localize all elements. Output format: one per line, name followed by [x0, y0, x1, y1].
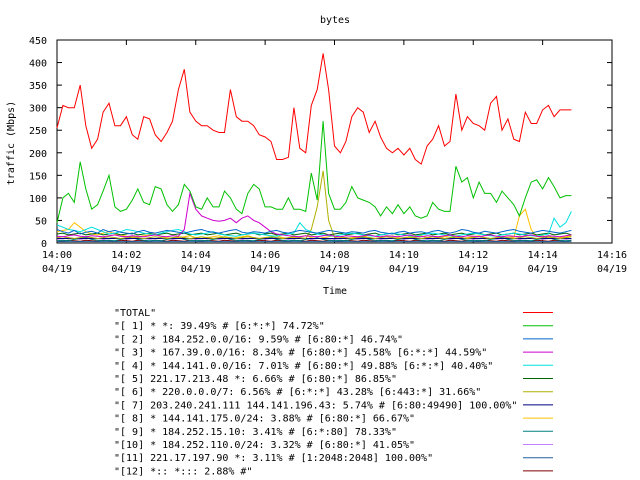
legend-label: "[ 8] * 144.141.175.0/24: 3.88% # [6:80:…	[114, 414, 415, 425]
x-tick-time: 14:04	[181, 250, 211, 261]
x-tick-time: 14:14	[528, 250, 558, 261]
legend-label: "[ 2] * 184.252.0.0/16: 9.59% # [6:80:*]…	[114, 334, 403, 345]
legend-label: "[12] *:: *::: 2.88% #"	[114, 466, 252, 477]
legend-label: "[ 9] * 184.252.15.10: 3.41% # [6:*:80] …	[114, 427, 397, 438]
x-tick-time: 14:02	[111, 250, 141, 261]
series-line	[56, 170, 572, 240]
legend-label: "[11] 221.17.197.90 *: 3.11% # [1:2048:2…	[114, 453, 433, 464]
x-tick-date: 04/19	[389, 264, 419, 275]
x-tick-time: 14:16	[597, 250, 627, 261]
x-tick-time: 14:10	[389, 250, 419, 261]
legend-label: "[ 3] * 167.39.0.0/16: 8.34% # [6:80:*] …	[114, 348, 487, 359]
legend-label: "[ 4] * 144.141.0.0/16: 7.01% # [6:80:*]…	[114, 361, 493, 372]
x-tick-date: 04/19	[181, 264, 211, 275]
x-tick-date: 04/19	[528, 264, 558, 275]
y-tick-label: 200	[29, 149, 47, 160]
x-tick-date: 04/19	[597, 264, 627, 275]
x-axis-label: Time	[323, 286, 347, 297]
x-tick-time: 14:06	[250, 250, 280, 261]
x-tick-time: 14:12	[458, 250, 488, 261]
y-tick-label: 350	[29, 81, 47, 92]
series-line	[56, 191, 572, 238]
chart-title: bytes	[320, 15, 350, 26]
x-tick-date: 04/19	[250, 264, 280, 275]
legend-label: "[ 7] 203.240.241.111 144.141.196.43: 5.…	[114, 400, 517, 411]
series-line	[56, 53, 572, 165]
y-axis-label: traffic (Mbps)	[6, 101, 17, 185]
series-line	[56, 228, 572, 235]
series-line	[56, 121, 572, 223]
legend-label: "[ 6] * 220.0.0.0/7: 6.56% # [6:*:*] 43.…	[114, 387, 481, 398]
y-tick-label: 100	[29, 194, 47, 205]
y-tick-label: 0	[41, 239, 47, 250]
legend-label: "[ 5] 221.17.213.48 *: 6.66% # [6:80:*] …	[114, 374, 397, 385]
x-tick-date: 04/19	[42, 264, 72, 275]
x-tick-time: 14:08	[319, 250, 349, 261]
x-tick-time: 14:00	[42, 250, 72, 261]
series-line	[56, 239, 572, 242]
x-tick-date: 04/19	[458, 264, 488, 275]
y-tick-label: 450	[29, 36, 47, 47]
legend-label: "TOTAL"	[114, 308, 156, 319]
y-tick-label: 50	[35, 216, 47, 227]
x-tick-date: 04/19	[319, 264, 349, 275]
y-tick-label: 400	[29, 59, 47, 70]
y-tick-label: 250	[29, 126, 47, 137]
legend-label: "[ 1] * *: 39.49% # [6:*:*] 74.72%"	[114, 321, 325, 332]
y-tick-label: 300	[29, 104, 47, 115]
y-tick-label: 150	[29, 171, 47, 182]
legend-label: "[10] * 184.252.110.0/24: 3.32% # [6:80:…	[114, 440, 415, 451]
x-tick-date: 04/19	[111, 264, 141, 275]
